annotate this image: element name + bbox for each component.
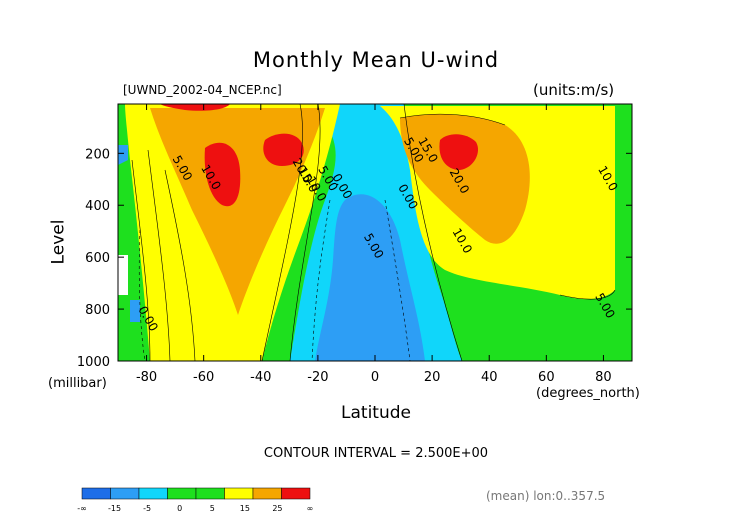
region-red-6 xyxy=(204,142,241,207)
contour-line-1 xyxy=(147,149,171,361)
axis-layer: -80 -60 -40 -20 0 20 40 60 80 200 400 600 800 1000 xyxy=(77,103,633,385)
colorbar-swatch xyxy=(281,487,311,500)
region-red-8 xyxy=(160,104,230,111)
contour-line-4 xyxy=(289,104,321,361)
mean-label: (mean) lon:0..357.5 xyxy=(486,489,606,503)
region-orange-10 xyxy=(400,114,530,244)
contour-line-3 xyxy=(261,104,303,361)
colorbar-label: 25 xyxy=(272,504,282,513)
x-tick-label: 20 xyxy=(424,370,441,385)
contour-interval-label: CONTOUR INTERVAL = 2.500E+00 xyxy=(263,446,489,461)
y-axis-unit-label: (millibar) xyxy=(48,376,107,391)
x-tick-label: 80 xyxy=(595,370,612,385)
y-tick-label: 800 xyxy=(85,303,110,318)
region-red-7 xyxy=(263,133,304,166)
colorbar: -∞ -15 -5 0 5 15 25 ∞ xyxy=(77,487,314,513)
contour-fill-layer: 5.00 10.0 20.015.010.05.000.000.005.000.00… xyxy=(118,104,632,361)
colorbar-label: 0 xyxy=(177,504,182,513)
colorbar-label: -5 xyxy=(143,504,151,513)
x-tick-label: -20 xyxy=(307,370,328,385)
colorbar-label: 5 xyxy=(210,504,215,513)
colorbar-swatch xyxy=(138,487,168,500)
y-tick-label: 200 xyxy=(85,147,110,162)
colorbar-swatch xyxy=(195,487,225,500)
x-axis-unit-label: (degrees_north) xyxy=(536,386,640,401)
contour-line-0 xyxy=(131,159,151,361)
colorbar-label: -15 xyxy=(108,504,121,513)
region-blue-2 xyxy=(118,145,128,165)
colorbar-swatch xyxy=(81,487,111,500)
contour-line-5 xyxy=(403,104,463,361)
missing-data-region xyxy=(118,255,128,295)
negative-contour-line-1 xyxy=(384,199,411,361)
region-blue-1 xyxy=(315,194,425,361)
x-tick-label: -60 xyxy=(193,370,214,385)
x-tick-label: -40 xyxy=(250,370,271,385)
units-label: (units:m/s) xyxy=(533,81,615,99)
colorbar-label: ∞ xyxy=(307,504,314,513)
negative-contour-line-0 xyxy=(311,199,331,361)
colorbar-swatch xyxy=(252,487,282,500)
colorbar-swatch xyxy=(167,487,197,500)
contour-line-2 xyxy=(164,169,196,361)
region-blue-3 xyxy=(130,300,140,322)
x-tick-label: 40 xyxy=(481,370,498,385)
colorbar-label: 15 xyxy=(240,504,250,513)
x-tick-label: 60 xyxy=(538,370,555,385)
negative-contour-line-2 xyxy=(138,229,146,361)
colorbar-swatch xyxy=(224,487,254,500)
chart-title: Monthly Mean U-wind xyxy=(252,48,500,72)
colorbar-label: -∞ xyxy=(77,504,87,513)
region-red-11 xyxy=(439,134,479,170)
x-tick-label: 0 xyxy=(371,370,379,385)
file-label: [UWND_2002-04_NCEP.nc] xyxy=(123,83,282,97)
contour-line-7 xyxy=(559,289,616,300)
region-green-12 xyxy=(615,106,632,361)
contour-line-6 xyxy=(399,113,506,126)
y-tick-label: 400 xyxy=(85,199,110,214)
colorbar-swatch xyxy=(110,487,140,500)
y-tick-label: 1000 xyxy=(77,355,110,370)
x-tick-label: -80 xyxy=(136,370,157,385)
x-axis-label: Latitude xyxy=(341,403,411,423)
y-tick-label: 600 xyxy=(85,251,110,266)
